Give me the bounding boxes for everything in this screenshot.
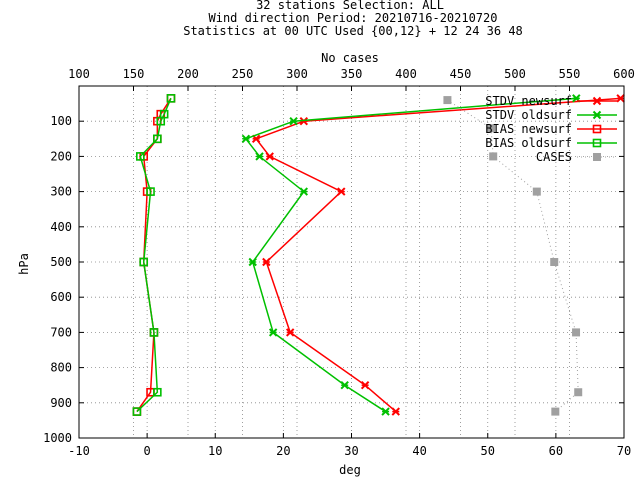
data-point: [299, 187, 309, 196]
data-point: [139, 257, 149, 267]
data-point: [574, 388, 583, 397]
x2-tick-label: 600: [613, 67, 635, 81]
y-tick-label: 900: [50, 396, 72, 410]
legend-label: STDV oldsurf: [485, 108, 572, 122]
data-point: [487, 124, 496, 133]
y-tick-label: 300: [50, 185, 72, 199]
y-tick-label: 500: [50, 255, 72, 269]
data-point: [268, 328, 278, 337]
data-point: [489, 152, 498, 161]
data-point: [360, 380, 370, 390]
title-line-3: Statistics at 00 UTC Used {00,12} + 12 2…: [183, 24, 523, 38]
y-tick-label: 600: [50, 290, 72, 304]
x-tick-label: 30: [344, 444, 358, 458]
data-point: [551, 407, 560, 416]
x2-axis-label: No cases: [321, 51, 379, 65]
data-point: [156, 116, 166, 126]
title-line-2: Wind direction Period: 20210716-20210720: [209, 11, 498, 25]
x2-tick-label: 100: [68, 67, 90, 81]
x2-tick-label: 150: [123, 67, 145, 81]
series-bias-oldsurf: [132, 94, 176, 416]
data-point: [337, 187, 346, 196]
title: 32 stations Selection: ALL Wind directio…: [183, 0, 523, 38]
data-point: [285, 328, 295, 337]
x-tick-label: 60: [549, 444, 563, 458]
x-tick-label: 50: [481, 444, 495, 458]
legend-label: CASES: [536, 150, 572, 164]
x-tick-label: 70: [617, 444, 631, 458]
y-axis-label: hPa: [17, 253, 31, 275]
legend-marker: [592, 138, 602, 148]
series-cases: [443, 96, 583, 416]
x2-tick-label: 500: [504, 67, 526, 81]
legend-label: STDV newsurf: [485, 94, 572, 108]
series-line: [447, 99, 579, 412]
data-point: [166, 94, 176, 103]
data-point: [391, 407, 400, 416]
legend-marker: [592, 96, 602, 106]
data-point: [255, 152, 264, 161]
data-point: [262, 257, 271, 267]
data-point: [289, 116, 298, 126]
y-tick-label: 400: [50, 220, 72, 234]
x2-tick-label: 200: [177, 67, 199, 81]
legend-marker: [593, 153, 601, 161]
legend-marker: [592, 110, 602, 120]
data-point: [340, 380, 349, 390]
x-tick-label: -10: [68, 444, 90, 458]
y-tick-label: 700: [50, 325, 72, 339]
legend-label: BIAS oldsurf: [485, 136, 572, 150]
x-tick-label: 10: [208, 444, 222, 458]
x2-tick-label: 400: [395, 67, 417, 81]
x2-tick-label: 350: [341, 67, 363, 81]
x-tick-label: 20: [276, 444, 290, 458]
data-point: [241, 134, 251, 144]
legend-marker: [592, 124, 602, 134]
title-line-1: 32 stations Selection: ALL: [256, 0, 444, 12]
data-point: [132, 407, 142, 416]
series-line: [136, 98, 172, 413]
y-tick-label: 200: [50, 149, 72, 163]
x2-tick-label: 250: [232, 67, 254, 81]
data-point: [248, 257, 257, 267]
data-point: [136, 152, 145, 161]
data-point: [381, 407, 390, 416]
x-tick-label: 40: [412, 444, 426, 458]
data-point: [153, 387, 162, 397]
axis-ticks: -10 0 10 20 30 40 50 60 70 100 150 200 250 300 350 400 4…: [43, 67, 635, 458]
data-point: [550, 258, 559, 266]
grid: [79, 86, 624, 438]
legend-label: BIAS newsurf: [485, 122, 572, 136]
x-axis-label: deg: [339, 463, 361, 477]
series-line: [136, 97, 172, 413]
data-point: [149, 328, 159, 337]
x-tick-label: 0: [144, 444, 151, 458]
y-tick-label: 800: [50, 361, 72, 375]
data-point: [532, 187, 541, 196]
data-point: [443, 96, 452, 105]
data-point: [265, 152, 274, 161]
series-layer: [132, 94, 625, 416]
x2-tick-label: 450: [450, 67, 472, 81]
y-tick-label: 1000: [43, 431, 72, 445]
data-point: [616, 94, 625, 103]
data-point: [146, 187, 155, 196]
x2-tick-label: 550: [559, 67, 581, 81]
data-point: [572, 328, 581, 337]
y-tick-label: 100: [50, 114, 72, 128]
plot-frame: [78, 85, 625, 439]
series-stdv-newsurf: [251, 94, 625, 416]
data-point: [153, 134, 162, 144]
x2-tick-label: 300: [286, 67, 308, 81]
series-stdv-oldsurf: [241, 94, 581, 416]
